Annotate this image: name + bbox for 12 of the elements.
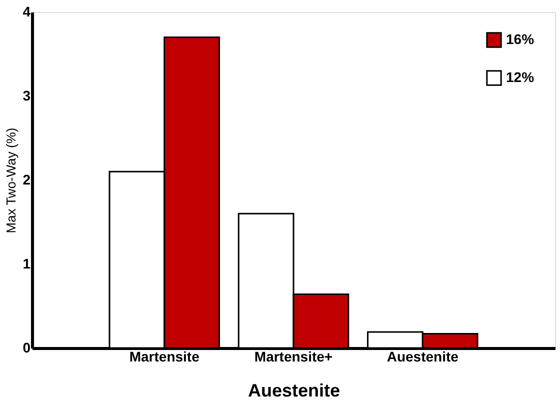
y-tick-label: 2 (22, 172, 31, 188)
y-tick-label: 1 (22, 256, 31, 272)
legend-label: 16% (506, 31, 535, 47)
legend-label: 12% (506, 69, 535, 85)
y-tick-label: 0 (22, 340, 31, 356)
y-tick-label: 4 (22, 4, 31, 20)
x-tick-label: Auestenite (386, 348, 459, 364)
x-axis-title: Auestenite (248, 380, 340, 400)
x-tick-label: Martensite (129, 348, 200, 364)
y-tick-label: 3 (22, 88, 31, 104)
y-axis-title: Max Two-Way (%) (4, 128, 19, 234)
x-tick-label: Martensite+ (254, 348, 333, 364)
